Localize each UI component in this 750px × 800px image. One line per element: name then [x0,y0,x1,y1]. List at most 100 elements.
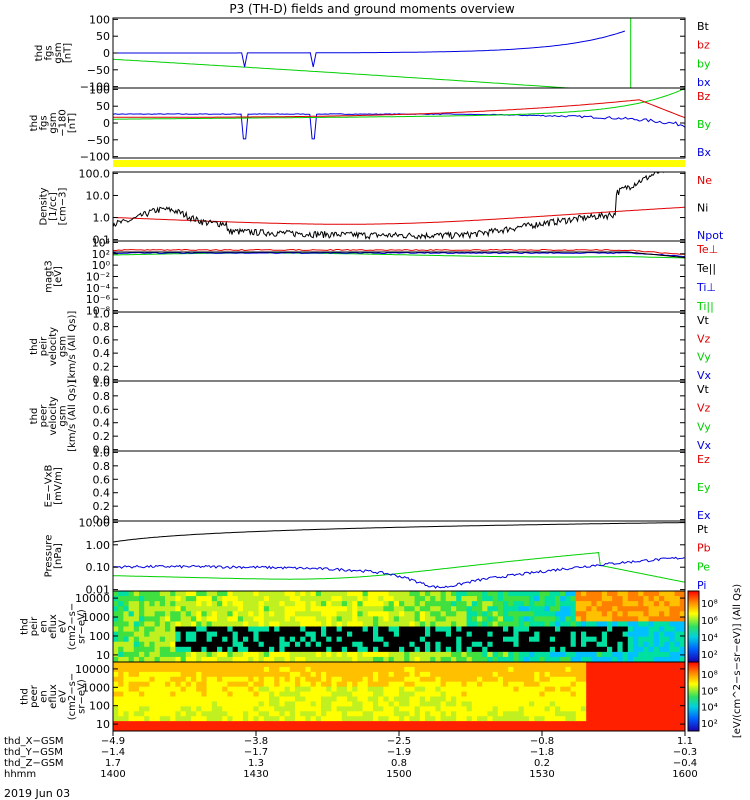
panel-4-ytick: 10⁴ [92,236,111,249]
panel-3-ytick: 0.1 [93,234,111,247]
panel-9-ytick: 10000 [75,592,110,605]
panel-10: 10000 1000 100 10 thdpeerenefluxeV(cm2−s−sr−… [20,661,686,732]
panel-1-ytick: −50 [87,64,110,77]
panel-5-ytick: 0.8 [93,321,111,334]
bx-trace [113,30,626,68]
panel-5-ytick: 0.6 [93,334,111,347]
xaxis-value: 1430 [243,769,268,780]
panel-6-ylabel: [km/s (All Qs)] [67,380,78,452]
Ne-trace [113,206,685,225]
panel-9-ylabel: eV [58,620,69,633]
legend-Bz: Bz [697,90,711,103]
legend-Ti⊥: Ti⊥ [696,281,716,294]
Ti-par-trace [113,252,685,259]
yellow-flag-bar [113,160,685,167]
colorbar-2-tick: 10⁶ [701,686,718,697]
panel-4-ylabel: [eV] [53,266,64,287]
panel-3-ytick: 100.0 [79,167,111,180]
panel-1-ytick: 50 [96,30,110,43]
panel-9-ylabel: eflux [48,614,59,639]
colorbar-1 [687,590,700,663]
panel-9-ytick: 1000 [82,611,110,624]
Te-perp-trace [113,248,685,255]
legend-Vt: Vt [697,383,710,396]
xaxis-value: 1.3 [248,758,264,769]
panel-5-ylabel: [km/s (All Qs)] [67,311,78,383]
legend-Ni: Ni [697,202,708,215]
Pe-trace [113,552,685,583]
colorbar-2 [687,661,700,732]
panel-6-ytick: 1.0 [93,376,111,389]
panel-2-ylabel: fgs [39,115,50,130]
panel-8-ytick: 10.00 [79,516,111,529]
xaxis-value: 1.7 [105,758,121,769]
xaxis-value: −0.8 [530,736,554,747]
xaxis-value: −1.8 [530,747,554,758]
panel-5-ytick: 1.0 [93,307,111,320]
colorbar-1-tick: 10⁴ [701,633,718,644]
panel-10-ylabel: eflux [48,684,59,709]
panel-9-ytick: 10 [96,649,110,662]
panel-4-ytick: 10⁻⁸ [86,305,111,318]
panel-1-ytick: 0 [103,47,110,60]
xaxis-value: −0.3 [673,747,697,758]
legend-Pi: Pi [697,579,706,592]
legend-Vx: Vx [697,439,712,452]
legend-Pe: Pe [697,560,710,573]
Pt-trace [113,522,685,543]
panel-3-ytick: 10.0 [86,189,111,202]
panel-3-frame [112,171,686,242]
panel-10-ylabel: en [39,690,50,703]
xaxis-value: 0.8 [391,758,407,769]
panel-6-ylabel: gsm [58,405,69,426]
panel-10-ytick: 10 [96,718,110,731]
legend-Pt: Pt [697,523,709,536]
legend-Te⊥: Te⊥ [696,243,718,256]
panel-6-ytick: 0.2 [93,430,111,443]
figure-title: P3 (TH-D) fields and ground moments over… [229,2,514,16]
panel-8-ytick: 0.10 [86,561,111,574]
panel-4-ylabel: magt3 [43,260,54,293]
xaxis-row-label: hhmm [4,769,36,780]
date-label: 2019 Jun 03 [4,787,70,800]
legend-Pb: Pb [697,542,711,555]
Te-par-trace [113,251,685,259]
panel-7-ytick: 0.6 [93,473,111,486]
xaxis-value: 1600 [672,769,697,780]
legend-By: By [697,118,712,131]
panel-1-ytick: −100 [80,81,110,94]
legend-Vy: Vy [697,420,711,433]
xaxis-value: −1.9 [387,747,411,758]
panel-9-ylabel: sr−eV) [77,609,88,644]
panel-2-ylabel: gsm [48,112,59,133]
panel-7-ytick: 1.0 [93,446,111,459]
Bz-trace [113,99,685,119]
panel-10-ylabel: eV [58,690,69,703]
xaxis-value: 1.1 [677,736,693,747]
Pi-trace [113,556,685,589]
panel-7-ytick: 0.2 [93,500,111,513]
panel-1-ylabel: [nT] [62,43,73,63]
panel-8-ytick: 0.01 [86,584,111,597]
colorbar-2-tick: 10⁸ [701,670,718,681]
panel-3: 100.0 10.0 1.0 0.1 Density[1/cc][cm−3] Ne Ni Np… [39,167,724,247]
panel-8: 10.00 1.00 0.10 0.01 Pressure[nPa] Pt Pb Pe Pi [43,516,710,596]
xaxis-row-label: thd_X−GSM [4,736,64,747]
colorbar-1-tick: 10² [701,650,718,661]
xaxis-value: −1.4 [101,747,125,758]
panel-5-ytick: 0.2 [93,360,111,373]
panel-2-ylabel: −180 [58,109,69,136]
legend-Vz: Vz [697,332,711,345]
legend-Vz: Vz [697,402,711,415]
panel-9-ylabel: en [39,620,50,633]
panel-9-ylabel: (cm2−s− [67,603,78,650]
colorbar-label: [eV/(cm^2−s−sr−eV)] (All Qs) [732,584,743,738]
Bx-trace [113,113,685,140]
panel-4-ytick: 10⁻⁶ [86,293,111,306]
panel-9-ylabel: thd [20,618,31,635]
panel-6-ytick: 0.4 [93,417,111,430]
panel-10-ylabel: peer [29,684,40,708]
